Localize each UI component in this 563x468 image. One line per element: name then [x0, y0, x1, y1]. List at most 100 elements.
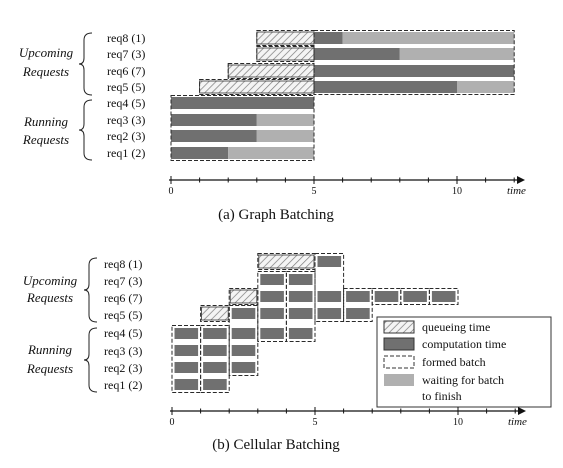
- request-label: req5 (5): [104, 308, 142, 322]
- queueing-bar: [199, 80, 315, 94]
- legend-formed-batch-label: formed batch: [422, 355, 486, 369]
- computation-bar: [171, 114, 257, 126]
- request-label: req3 (3): [107, 113, 145, 127]
- running-brace: [83, 327, 98, 393]
- waiting-bar: [457, 81, 515, 93]
- legend-formed-batch-swatch: [383, 355, 415, 369]
- computation-bar: [171, 97, 314, 109]
- request-label: req7 (3): [104, 274, 142, 288]
- computation-cell: [203, 345, 227, 356]
- legend-queueing-label: queueing time: [422, 320, 490, 334]
- waiting-bar: [256, 130, 314, 142]
- computation-cell: [260, 308, 284, 319]
- queueing-bar: [256, 31, 315, 45]
- time-axis: 0 5 10 time: [169, 176, 526, 197]
- computation-bar: [314, 48, 400, 60]
- time-axis-arrow: [517, 176, 525, 184]
- request-label: req2 (3): [104, 361, 142, 375]
- computation-bar: [171, 147, 229, 159]
- request-label: req2 (3): [107, 129, 145, 143]
- upcoming-requests-label: Upcoming Requests: [19, 45, 74, 79]
- formed-batch-outline: [314, 253, 345, 322]
- time-axis-unit: time: [507, 185, 526, 197]
- cellular-batching-bars: [174, 254, 456, 390]
- queueing-bar: [258, 254, 315, 269]
- formed-batch-outline: [257, 253, 316, 270]
- time-axis-ticks: 0 5 10: [170, 407, 516, 428]
- graph-batching-bars: [171, 31, 515, 159]
- request-label: req1 (2): [104, 378, 142, 392]
- computation-cell: [203, 328, 227, 339]
- request-label: req8 (1): [107, 31, 145, 45]
- request-label: req5 (5): [107, 80, 145, 94]
- computation-cell: [231, 345, 256, 356]
- time-axis-ticks: 0 5 10: [169, 176, 515, 197]
- waiting-bar: [399, 48, 515, 60]
- time-tick-label: 5: [313, 417, 318, 428]
- computation-cell: [174, 379, 199, 390]
- request-label: req4 (5): [107, 96, 145, 110]
- queueing-bar: [256, 47, 315, 61]
- computation-cell: [374, 291, 399, 302]
- computation-cell: [260, 291, 284, 302]
- time-tick-label: 0: [169, 186, 174, 197]
- running-label-line1: Running: [27, 342, 73, 357]
- computation-cell: [260, 328, 284, 339]
- upcoming-brace: [78, 32, 93, 96]
- queueing-bar: [227, 64, 315, 78]
- upcoming-label-line2: Requests: [26, 290, 73, 305]
- upcoming-brace: [83, 257, 98, 323]
- formed-batch-outline: [170, 95, 315, 161]
- computation-cell: [346, 291, 370, 302]
- computation-bar: [171, 130, 257, 142]
- cellular-batching-caption: (b) Cellular Batching: [212, 437, 340, 453]
- time-tick-label: 10: [453, 417, 463, 428]
- legend: queueing time computation time formed ba…: [376, 316, 552, 408]
- time-tick-label: 10: [452, 186, 462, 197]
- computation-cell: [174, 328, 199, 339]
- running-label-line2: Requests: [26, 361, 73, 376]
- running-requests-label: Running Requests: [22, 114, 69, 147]
- cellular-batching-batches: [171, 253, 459, 393]
- legend-queueing-swatch: [383, 320, 415, 334]
- request-label: req8 (1): [104, 257, 142, 271]
- formed-batch-outline: [228, 288, 259, 305]
- upcoming-label-line1: Upcoming: [23, 273, 78, 288]
- computation-bar: [314, 81, 457, 93]
- computation-cell: [317, 291, 342, 302]
- computation-bar: [314, 65, 515, 77]
- computation-cell: [231, 362, 256, 373]
- computation-cell: [431, 291, 456, 302]
- graph-batching-batches: [170, 30, 515, 161]
- computation-cell: [403, 291, 427, 302]
- computation-cell: [317, 308, 342, 319]
- computation-cell: [260, 274, 284, 285]
- legend-computation-swatch: [383, 337, 415, 351]
- waiting-bar: [228, 147, 314, 159]
- legend-waiting-label-line1: waiting for batch: [422, 373, 504, 387]
- upcoming-label-line2: Requests: [22, 64, 69, 79]
- request-label: req3 (3): [104, 344, 142, 358]
- legend-waiting-label-line2: to finish: [422, 389, 462, 403]
- computation-cell: [288, 291, 313, 302]
- computation-cell: [346, 308, 370, 319]
- request-labels: req8 (1) req7 (3) req6 (7) req5 (5) req4…: [107, 31, 145, 160]
- computation-cell: [231, 308, 256, 319]
- formed-batch-outline: [200, 305, 230, 322]
- running-label-line2: Requests: [22, 132, 69, 147]
- running-label-line1: Running: [23, 114, 69, 129]
- time-axis-unit: time: [508, 416, 527, 428]
- request-label: req4 (5): [104, 326, 142, 340]
- graph-batching-caption: (a) Graph Batching: [218, 207, 334, 223]
- cellular-batching-panel: Upcoming Requests Running Requests req8 …: [23, 253, 552, 453]
- time-tick-label: 5: [312, 186, 317, 197]
- formed-batch-outline: [199, 79, 315, 95]
- upcoming-requests-label: Upcoming Requests: [23, 273, 78, 305]
- time-axis-arrow: [518, 407, 526, 415]
- formed-batch-outline: [428, 288, 459, 305]
- time-axis: 0 5 10 time: [170, 407, 527, 428]
- computation-bar: [314, 32, 343, 44]
- computation-cell: [203, 379, 227, 390]
- computation-cell: [231, 328, 256, 339]
